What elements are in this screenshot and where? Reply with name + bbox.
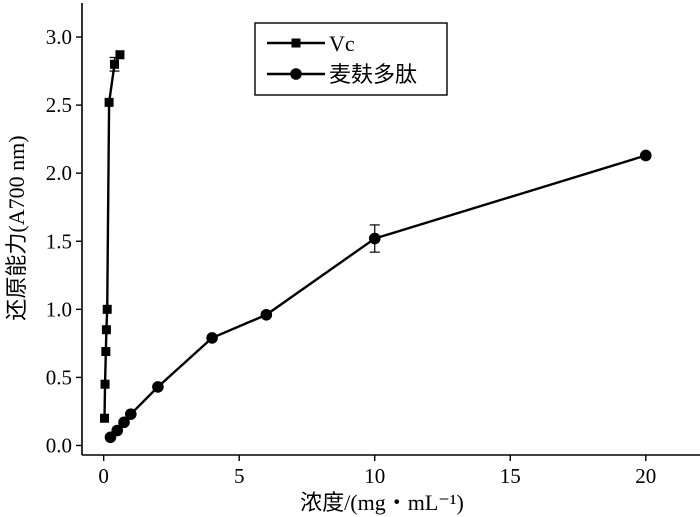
x-axis-title: 浓度/(mg・mL⁻¹) — [300, 490, 464, 515]
data-point-square — [100, 379, 110, 389]
data-point-circle — [152, 381, 164, 393]
series-2 — [104, 149, 652, 444]
y-tick-label: 2.0 — [46, 161, 72, 185]
legend-label: 麦麸多肽 — [329, 62, 417, 87]
x-tick-label: 10 — [364, 464, 385, 488]
series-line — [103, 54, 121, 419]
y-tick-label: 3.0 — [46, 25, 72, 49]
legend-marker-square — [291, 38, 301, 48]
x-tick-label: 15 — [500, 464, 521, 488]
axes: 0 5 10 15 20 0.0 0.5 1.0 1.5 2.0 2.5 3.0 — [46, 3, 700, 488]
y-tick-label: 1.0 — [46, 297, 72, 321]
data-point-circle — [206, 332, 218, 344]
series-1 — [99, 50, 125, 423]
data-point-square — [110, 59, 120, 69]
data-point-circle — [368, 232, 381, 245]
data-point-square — [99, 413, 109, 423]
legend-box — [254, 22, 448, 96]
data-point-circle — [118, 416, 130, 429]
y-tick-label: 2.5 — [46, 93, 72, 117]
data-point-circle — [111, 424, 124, 437]
data-point-circle — [260, 308, 273, 321]
legend-marker-circle — [290, 68, 302, 80]
data-point-circle — [639, 149, 652, 162]
data-point-square — [102, 304, 112, 314]
data-point-square — [104, 97, 114, 107]
data-point-square — [115, 50, 125, 60]
y-tick-label: 0.5 — [46, 365, 72, 389]
legend: Vc 麦麸多肽 — [254, 22, 448, 96]
data-point-square — [101, 347, 111, 357]
series-layer — [99, 50, 652, 444]
x-tick-label: 20 — [635, 464, 656, 488]
data-point-square — [101, 325, 111, 335]
x-tick-label: 0 — [98, 464, 109, 488]
y-axis-title: 还原能力(A700 nm) — [4, 135, 29, 320]
y-tick-label: 0.0 — [46, 433, 72, 457]
x-tick-label: 5 — [234, 464, 245, 488]
y-tick-label: 1.5 — [46, 229, 72, 253]
data-point-circle — [124, 408, 137, 420]
legend-label: Vc — [329, 31, 355, 56]
series-line — [109, 154, 647, 439]
